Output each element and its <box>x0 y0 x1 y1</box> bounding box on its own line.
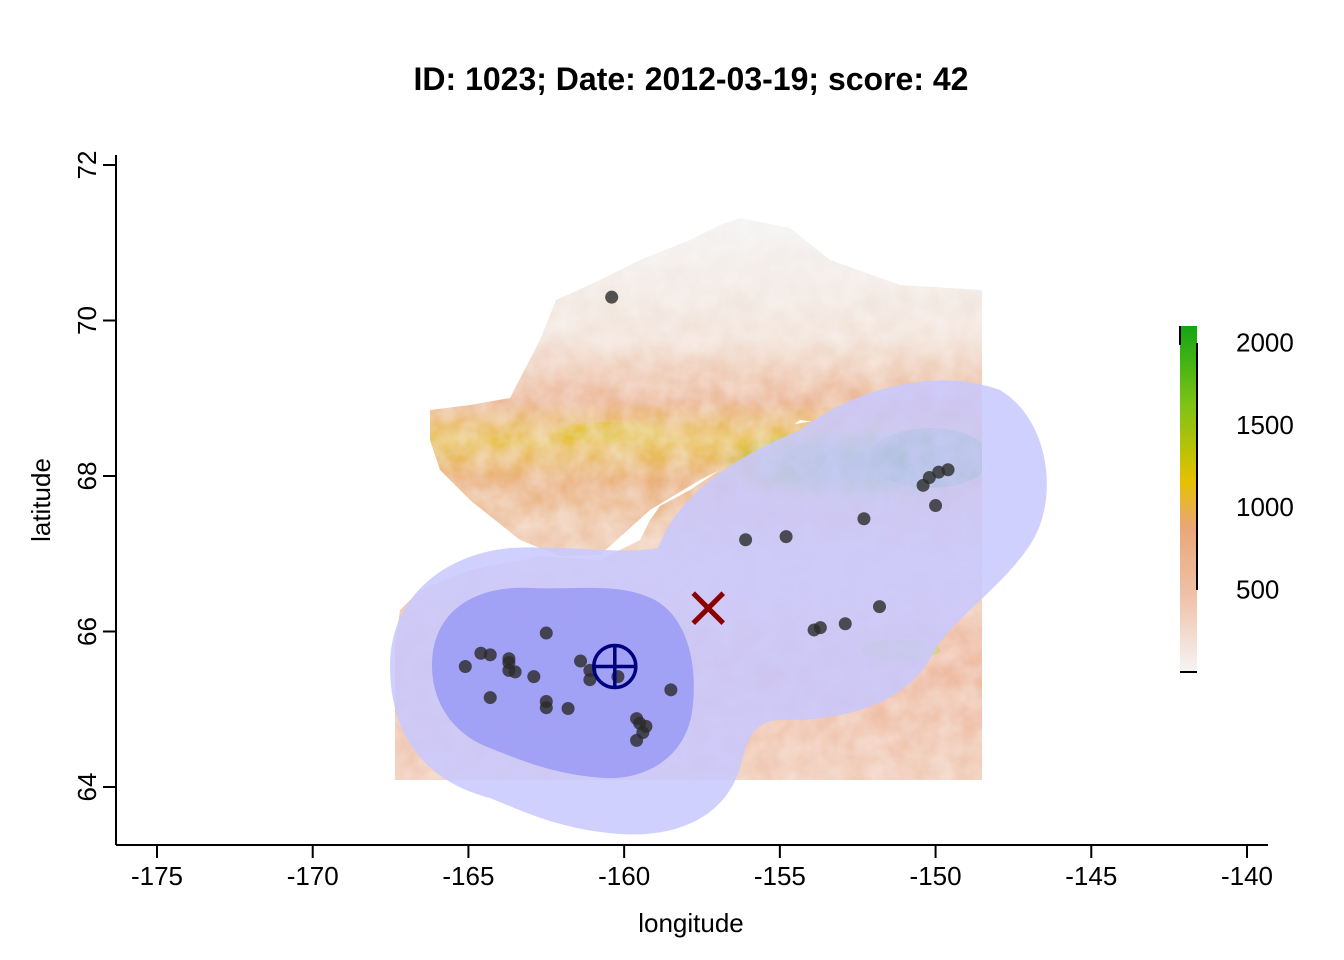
observation-point-11 <box>574 654 588 668</box>
colorbar-tick-label-0: 500 <box>1236 575 1279 605</box>
observation-point-33 <box>813 621 827 635</box>
inner-buffer-region <box>432 587 694 779</box>
chart-title: ID: 1023; Date: 2012-03-19; score: 42 <box>414 61 969 97</box>
colorbar-gradient <box>1180 326 1197 672</box>
colorbar-tick-label-1: 1000 <box>1236 492 1294 522</box>
observation-point-0 <box>605 290 619 304</box>
observation-point-1 <box>458 659 472 673</box>
observation-point-34 <box>838 617 852 631</box>
observation-point-26 <box>857 512 871 526</box>
markers <box>592 591 725 690</box>
y-tick-label-0: 64 <box>72 773 102 802</box>
x-tick-label-6: -145 <box>1065 861 1117 891</box>
y-axis-label: latitude <box>26 458 56 542</box>
buffer-regions <box>390 380 1047 835</box>
x-tick-label-5: -150 <box>910 861 962 891</box>
observation-point-24 <box>739 533 753 547</box>
observation-point-16 <box>539 701 553 715</box>
axes <box>103 155 1268 858</box>
x-tick-label-4: -155 <box>754 861 806 891</box>
x-tick-label-7: -140 <box>1221 861 1273 891</box>
observation-point-8 <box>527 670 541 684</box>
colorbar-tick-label-3: 2000 <box>1236 327 1294 357</box>
elevation-colorbar: 500 1000 1500 2000 <box>1179 326 1294 673</box>
y-tick-label-1: 66 <box>72 617 102 646</box>
observation-point-31 <box>929 499 943 513</box>
y-tick-label-2: 68 <box>72 462 102 491</box>
colorbar-tick-label-2: 1500 <box>1236 410 1294 440</box>
x-axis-label: longitude <box>638 908 744 938</box>
observation-point-25 <box>779 530 793 544</box>
observation-point-10 <box>539 626 553 640</box>
observation-point-17 <box>561 701 575 715</box>
observation-points <box>458 290 955 747</box>
observation-point-30 <box>941 463 955 477</box>
x-tick-label-3: -160 <box>598 861 650 891</box>
observation-point-13 <box>583 673 597 687</box>
observation-point-7 <box>508 665 522 679</box>
x-tick-label-2: -165 <box>442 861 494 891</box>
y-tick-label-3: 70 <box>72 306 102 335</box>
x-tick-label-1: -170 <box>287 861 339 891</box>
y-tick-label-4: 72 <box>72 151 102 180</box>
observation-point-35 <box>873 600 887 614</box>
x-tick-label-0: -175 <box>131 861 183 891</box>
observation-point-9 <box>483 691 497 705</box>
observation-point-22 <box>630 733 644 747</box>
estimate-cross-stroke-b <box>691 591 725 625</box>
observation-point-23 <box>664 683 678 697</box>
observation-point-3 <box>483 648 497 662</box>
